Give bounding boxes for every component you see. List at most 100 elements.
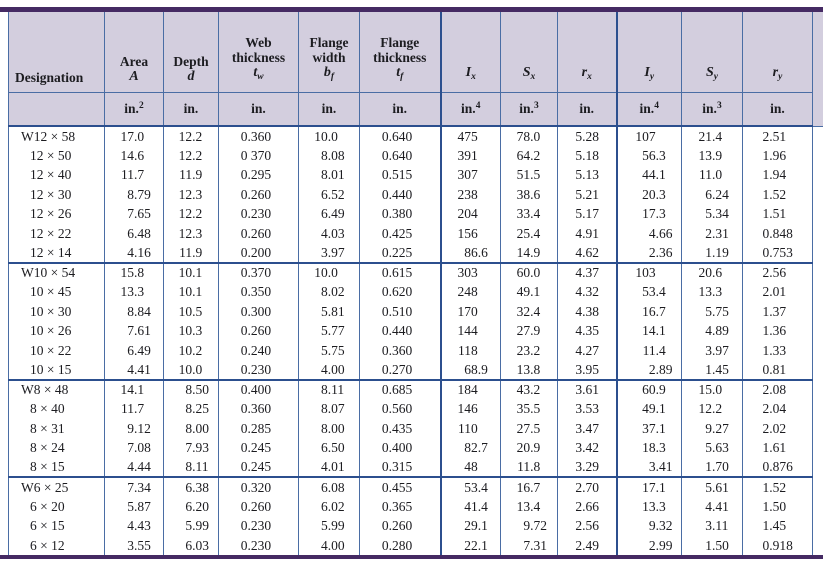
cell-iy: 2.36	[617, 243, 682, 263]
integer-part: 16	[618, 305, 656, 319]
integer-part: 14	[105, 149, 134, 163]
unit-ry: in.	[743, 92, 813, 126]
integer-part: 12	[164, 227, 192, 241]
integer-part: 0	[360, 363, 389, 377]
cell-depth: 5.99	[164, 516, 219, 536]
unit-superscript: 4	[476, 101, 481, 111]
integer-part: 3	[558, 383, 582, 397]
cell-web-thickness: 0.245	[219, 438, 299, 458]
integer-part: 20	[618, 188, 656, 202]
cell-flange-thickness: 0.510	[360, 302, 441, 322]
fraction-part: .66	[582, 500, 615, 514]
integer-part: 6	[682, 188, 712, 202]
cell-depth: 10.2	[164, 341, 219, 361]
cell-ry: 1.52	[743, 477, 813, 497]
cell-web-thickness: 0.320	[219, 477, 299, 497]
integer-part: 2	[618, 363, 656, 377]
cell-web-thickness: 0.260	[219, 185, 299, 205]
numeric-value: 6.50	[299, 441, 359, 455]
row-right-sliver	[813, 282, 823, 302]
integer-part: 238	[442, 188, 478, 202]
cell-sx: 32.4	[501, 302, 558, 322]
integer-part: 1	[743, 500, 769, 514]
cell-ix: 475	[441, 126, 501, 146]
numeric-value: 18.3	[618, 441, 682, 455]
integer-part: 5	[682, 305, 712, 319]
integer-part: 0	[360, 285, 389, 299]
numeric-value: 5.75	[299, 344, 359, 358]
fraction-part: .03	[328, 227, 359, 241]
numeric-value: 8.00	[164, 422, 218, 436]
fraction-part: .42	[582, 441, 615, 455]
integer-part: 10	[299, 266, 328, 280]
cell-web-thickness: 0.285	[219, 419, 299, 439]
cell-depth: 11.9	[164, 165, 219, 185]
designation-cell: 8 × 31	[9, 419, 105, 439]
numeric-value: 0.260	[360, 519, 440, 533]
cell-rx: 4.32	[558, 282, 617, 302]
numeric-value: 7.65	[105, 207, 163, 221]
cell-area: 8.79	[105, 185, 164, 205]
integer-part: 2	[743, 285, 769, 299]
cell-ix: 82.7	[441, 438, 501, 458]
cell-flange-thickness: 0.640	[360, 126, 441, 146]
fraction-part: .560	[389, 402, 440, 416]
col-label: Flange	[360, 35, 440, 50]
integer-part: 53	[442, 481, 478, 495]
col-symbol: rx	[558, 65, 616, 85]
cell-flange-width: 10.0	[299, 263, 360, 283]
integer-part: 38	[501, 188, 530, 202]
fraction-part: .34	[134, 481, 163, 495]
numeric-value: 13.8	[501, 363, 557, 377]
unit-web-thickness: in.	[219, 92, 299, 126]
integer-part: 13	[682, 149, 712, 163]
fraction-part: .65	[134, 207, 163, 221]
integer-part: 12	[164, 149, 192, 163]
fraction-part: .315	[389, 460, 440, 474]
integer-part: 6	[299, 481, 328, 495]
fraction-part: .02	[328, 285, 359, 299]
fraction-part: .1	[192, 285, 218, 299]
integer-part: 10	[164, 266, 192, 280]
numeric-value: 6.03	[164, 539, 218, 553]
numeric-value: 4.44	[105, 460, 163, 474]
numeric-value: 3.11	[682, 519, 742, 533]
fraction-part: .50	[769, 500, 812, 514]
designation-cell: 12 × 30	[9, 185, 105, 205]
fraction-part: .08	[328, 481, 359, 495]
row-right-sliver	[813, 516, 823, 536]
unit-designation	[9, 92, 105, 126]
integer-part: 0	[219, 285, 247, 299]
fraction-part: .1	[478, 519, 500, 533]
integer-part: 2	[558, 481, 582, 495]
cell-web-thickness: 0.360	[219, 399, 299, 419]
row-right-sliver	[813, 360, 823, 380]
fraction-part: .2	[192, 207, 218, 221]
cell-ix: 118	[441, 341, 501, 361]
fraction-part: .270	[389, 363, 440, 377]
numeric-value: 0.320	[219, 481, 298, 495]
fraction-part: .38	[192, 481, 218, 495]
unit-label: in.	[322, 101, 337, 116]
numeric-value: 4.32	[558, 285, 616, 299]
integer-part: 5	[299, 519, 328, 533]
fraction-part: .615	[389, 266, 440, 280]
integer-part: 37	[618, 422, 656, 436]
fraction-part: .1	[530, 285, 557, 299]
integer-part: 27	[501, 324, 530, 338]
cell-sy: 1.19	[682, 243, 743, 263]
symbol-subscript: y	[778, 72, 782, 82]
cell-iy: 4.66	[617, 224, 682, 244]
unit-label: in.	[519, 101, 534, 116]
numeric-value: 4.00	[299, 363, 359, 377]
numeric-value: 2.99	[618, 539, 682, 553]
row-right-sliver	[813, 380, 823, 400]
cell-web-thickness: 0.350	[219, 282, 299, 302]
integer-part: 5	[558, 207, 582, 221]
cell-depth: 12.3	[164, 224, 219, 244]
